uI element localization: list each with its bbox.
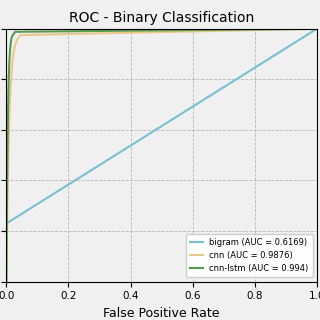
cnn (AUC = 0.9876) <box>269 28 273 32</box>
cnn (AUC = 0.9876) <box>12 47 16 51</box>
cnn (AUC = 0.9876) <box>315 27 319 31</box>
bigram (AUC = 0.6169) <box>195 102 198 106</box>
bigram (AUC = 0.6169) <box>4 221 8 225</box>
bigram (AUC = 0.6169) <box>315 27 319 31</box>
bigram (AUC = 0.6169) <box>188 106 192 110</box>
cnn-lstm (AUC = 0.994) <box>10 37 13 41</box>
cnn-lstm (AUC = 0.994) <box>269 27 273 31</box>
cnn-lstm (AUC = 0.994) <box>293 27 297 31</box>
Line: cnn (AUC = 0.9876): cnn (AUC = 0.9876) <box>6 29 317 282</box>
cnn-lstm (AUC = 0.994) <box>315 27 319 31</box>
bigram (AUC = 0.6169) <box>189 106 193 109</box>
cnn-lstm (AUC = 0.994) <box>232 28 236 32</box>
cnn (AUC = 0.9876) <box>233 28 237 32</box>
Line: bigram (AUC = 0.6169): bigram (AUC = 0.6169) <box>6 29 317 223</box>
cnn-lstm (AUC = 0.994) <box>16 30 20 34</box>
Line: cnn-lstm (AUC = 0.994): cnn-lstm (AUC = 0.994) <box>6 29 317 282</box>
X-axis label: False Positive Rate: False Positive Rate <box>103 307 220 320</box>
Legend: bigram (AUC = 0.6169), cnn (AUC = 0.9876), cnn-lstm (AUC = 0.994): bigram (AUC = 0.6169), cnn (AUC = 0.9876… <box>186 234 313 277</box>
cnn (AUC = 0.9876) <box>4 280 8 284</box>
bigram (AUC = 0.6169) <box>266 58 270 61</box>
cnn (AUC = 0.9876) <box>21 33 25 37</box>
cnn-lstm (AUC = 0.994) <box>4 280 8 284</box>
cnn (AUC = 0.9876) <box>14 40 18 44</box>
bigram (AUC = 0.6169) <box>5 221 9 225</box>
bigram (AUC = 0.6169) <box>286 45 290 49</box>
cnn (AUC = 0.9876) <box>294 27 298 31</box>
cnn-lstm (AUC = 0.994) <box>9 44 12 48</box>
Title: ROC - Binary Classification: ROC - Binary Classification <box>69 11 254 25</box>
